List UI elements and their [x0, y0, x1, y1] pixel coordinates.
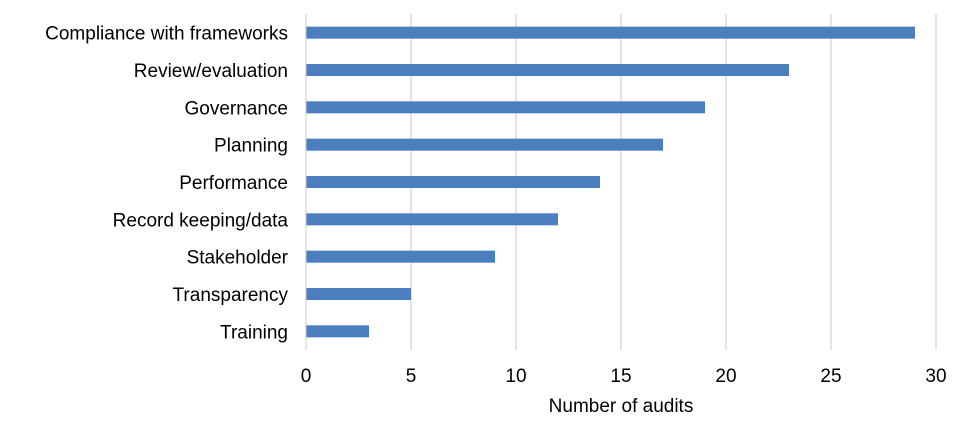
bar — [306, 325, 369, 338]
x-tick-label: 25 — [820, 366, 841, 387]
bar — [306, 64, 789, 76]
x-axis-title: Number of audits — [549, 396, 694, 417]
category-label: Review/evaluation — [134, 61, 288, 82]
x-tick-label: 0 — [301, 366, 312, 387]
x-tick-label: 10 — [505, 366, 526, 387]
category-label: Governance — [184, 98, 288, 119]
x-tick-label: 5 — [406, 366, 417, 387]
bar — [306, 250, 495, 263]
category-labels: Compliance with frameworks Review/evaluat… — [45, 24, 289, 344]
category-label: Stakeholder — [187, 248, 289, 269]
x-tick-label: 30 — [925, 366, 946, 387]
category-label: Record keeping/data — [113, 210, 289, 231]
x-tick-label: 20 — [715, 366, 736, 387]
category-label: Performance — [179, 173, 288, 194]
bar — [306, 213, 558, 226]
x-tick-labels: 0 5 10 15 20 25 30 — [301, 366, 947, 387]
category-label: Compliance with frameworks — [45, 24, 288, 45]
bar — [306, 101, 705, 114]
bars — [306, 26, 915, 338]
category-label: Training — [220, 322, 288, 343]
bar — [306, 26, 915, 39]
category-label: Planning — [214, 136, 288, 157]
x-tick-label: 15 — [610, 366, 631, 387]
bar — [306, 288, 411, 300]
bar — [306, 176, 600, 188]
bar — [306, 138, 663, 151]
category-label: Transparency — [173, 285, 289, 306]
